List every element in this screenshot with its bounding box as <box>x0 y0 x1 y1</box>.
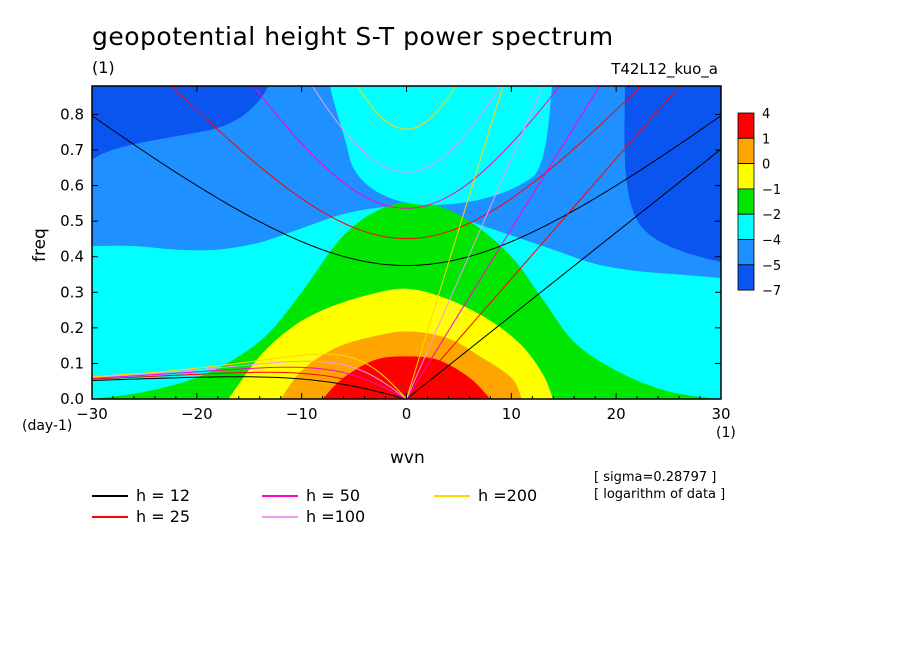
colorbar-swatch <box>737 213 755 240</box>
colorbar-swatch <box>737 137 755 165</box>
kelvin-wave-50 <box>406 86 601 399</box>
y-tick-label: 0.4 <box>60 248 84 266</box>
rossby-wave-50 <box>92 366 407 399</box>
chart-subtitle: (1) <box>92 58 115 77</box>
gravity-wave-100 <box>311 86 502 173</box>
legend-swatch-h25 <box>92 516 128 518</box>
x-tick-label: 30 <box>711 405 730 423</box>
y-tick-label: 0.1 <box>60 354 84 372</box>
legend-label-h50: h = 50 <box>306 486 361 505</box>
colorbar-swatch <box>737 239 755 266</box>
field-cyan-tongue <box>330 86 552 205</box>
y-axis-unit: (day-1) <box>22 418 73 434</box>
x-tick-label: 0 <box>402 405 412 423</box>
x-tick-label: −30 <box>76 405 108 423</box>
x-tick-label: 10 <box>502 405 521 423</box>
chart-title: geopotential height S-T power spectrum <box>92 22 614 51</box>
legend-label-h25: h = 25 <box>136 507 191 526</box>
colorbar-swatch <box>737 188 755 215</box>
colorbar-swatch <box>737 264 755 291</box>
colorbar-label: −2 <box>762 208 781 223</box>
field-dark-upper-left <box>92 86 268 160</box>
colorbar-label: −1 <box>762 183 781 198</box>
rossby-wave-100 <box>92 360 407 399</box>
legend-label-h200: h =200 <box>478 486 538 505</box>
y-tick-label: 0.2 <box>60 319 84 337</box>
colorbar-label: 1 <box>762 132 770 147</box>
colorbar-label: −4 <box>762 234 781 249</box>
y-tick-label: 0.8 <box>60 105 84 123</box>
y-tick-label: 0.7 <box>60 141 84 159</box>
rossby-wave-12 <box>92 376 407 399</box>
gravity-wave-25 <box>171 86 642 240</box>
log-note: [ logarithm of data ] <box>594 487 726 502</box>
rossby-wave-200 <box>92 353 407 399</box>
kelvin-wave-200 <box>406 86 504 399</box>
sigma-note: [ sigma=0.28797 ] <box>594 470 717 485</box>
x-axis-label: wvn <box>390 448 425 468</box>
y-tick-label: 0.3 <box>60 283 84 301</box>
y-tick-label: 0.0 <box>60 390 84 408</box>
gravity-wave-200 <box>357 86 456 130</box>
gravity-wave-12 <box>92 115 721 266</box>
x-tick-label: 20 <box>607 405 626 423</box>
legend-swatch-h50 <box>262 495 298 497</box>
colorbar-label: −7 <box>762 284 781 299</box>
y-tick-label: 0.6 <box>60 177 84 195</box>
colorbar-label: 0 <box>762 158 770 173</box>
kelvin-wave-12 <box>406 148 721 399</box>
x-tick-label: −10 <box>286 405 318 423</box>
colorbar-swatch <box>737 112 755 139</box>
rossby-wave-25 <box>92 371 407 399</box>
experiment-label: T42L12_kuo_a <box>611 60 718 78</box>
y-tick-label: 0.5 <box>60 212 84 230</box>
gravity-wave-50 <box>252 86 561 209</box>
x-axis-unit: (1) <box>716 425 736 441</box>
legend-swatch-h12 <box>92 495 128 497</box>
colorbar-swatch <box>737 163 755 190</box>
x-tick-label: −20 <box>181 405 213 423</box>
y-axis-label: freq <box>30 228 50 262</box>
kelvin-wave-100 <box>406 86 544 399</box>
legend-swatch-h200 <box>434 495 470 497</box>
colorbar-label: 4 <box>762 107 770 122</box>
legend-label-h12: h = 12 <box>136 486 191 505</box>
kelvin-wave-25 <box>406 86 681 399</box>
field-dark-upper-right <box>624 86 721 262</box>
legend-label-h100: h =100 <box>306 507 366 526</box>
legend-swatch-h100 <box>262 516 298 518</box>
colorbar-label: −5 <box>762 259 781 274</box>
